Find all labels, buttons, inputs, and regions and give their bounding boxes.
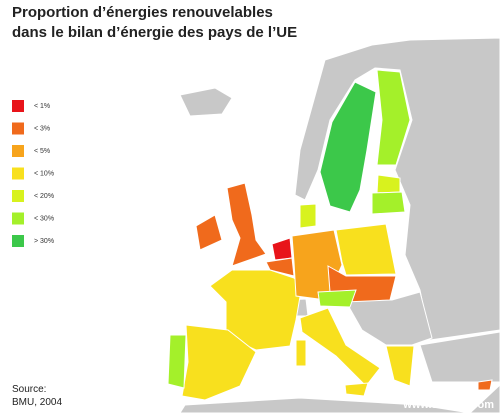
source-label: Source: xyxy=(12,384,46,395)
country xyxy=(167,334,187,389)
watermark: www.989214.com xyxy=(402,399,494,411)
legend-swatch xyxy=(12,212,24,225)
legend-label: < 30% xyxy=(34,215,54,222)
map-title: Proportion d’énergies renouvelables xyxy=(12,4,273,21)
country xyxy=(265,257,295,277)
map-title: dans le bilan d’énergie des pays de l’UE xyxy=(12,24,297,41)
land-grey xyxy=(179,87,233,117)
land-grey xyxy=(179,397,471,413)
legend-swatch xyxy=(12,122,24,135)
country xyxy=(317,289,357,308)
land-grey xyxy=(344,291,433,346)
legend-label: > 30% xyxy=(34,238,54,245)
country xyxy=(335,223,397,276)
legend: < 1% < 3% < 5% < 10% < 20% < 30% > 30% xyxy=(12,100,54,247)
country xyxy=(226,182,267,267)
legend-label: < 1% xyxy=(34,103,50,110)
country xyxy=(477,379,493,391)
country xyxy=(271,237,293,261)
legend-label: < 5% xyxy=(34,148,50,155)
country xyxy=(299,203,317,229)
country xyxy=(371,191,406,215)
legend-swatch xyxy=(12,235,24,247)
source-text: BMU, 2004 xyxy=(12,397,62,408)
legend-swatch xyxy=(12,190,24,202)
land-grey xyxy=(294,37,500,413)
legend-label: < 3% xyxy=(34,125,50,132)
land-grey xyxy=(419,331,500,383)
country xyxy=(195,214,223,251)
country xyxy=(344,382,369,397)
country xyxy=(376,174,401,194)
country xyxy=(299,307,381,387)
country xyxy=(319,81,377,213)
country xyxy=(181,324,257,401)
map xyxy=(167,37,500,413)
legend-swatch xyxy=(12,167,24,180)
legend-swatch xyxy=(12,145,24,157)
legend-label: < 10% xyxy=(34,170,54,177)
country xyxy=(295,339,307,367)
country xyxy=(209,269,303,351)
legend-swatch xyxy=(12,100,24,112)
legend-label: < 20% xyxy=(34,193,54,200)
country xyxy=(376,69,411,166)
country xyxy=(385,345,415,387)
